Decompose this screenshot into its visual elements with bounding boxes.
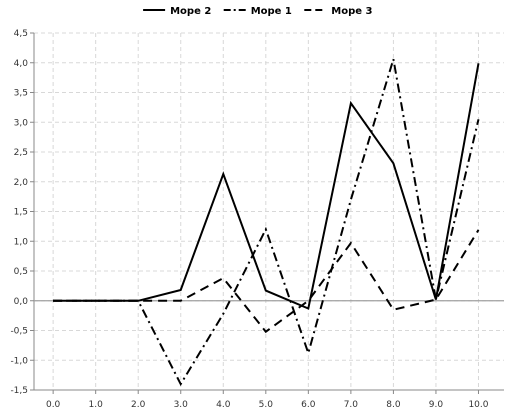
y-tick-label: 2,5 xyxy=(14,148,28,158)
y-tick-label: 4,5 xyxy=(14,29,28,39)
x-tick-label: 2.0 xyxy=(131,400,146,410)
y-tick-label: 0,0 xyxy=(14,297,29,307)
x-tick-label: 0.0 xyxy=(46,400,61,410)
x-tick-label: 6.0 xyxy=(301,400,316,410)
y-tick-label: 1,0 xyxy=(14,237,29,247)
grid xyxy=(34,32,504,391)
y-tick-label: -0,5 xyxy=(10,327,28,337)
x-tick-label: 7.0 xyxy=(344,400,359,410)
x-tick-label: 10.0 xyxy=(468,400,488,410)
y-tick-label: -1,0 xyxy=(10,356,28,366)
y-tick-label: 4,0 xyxy=(14,59,29,69)
y-tick-label: -1,5 xyxy=(10,386,28,396)
series-lines xyxy=(53,58,480,387)
y-tick-label: 2,0 xyxy=(14,178,29,188)
legend: Mope 2 Mope 1 Mope 3 xyxy=(143,6,373,17)
x-tick-label: 3.0 xyxy=(174,400,189,410)
legend-label: Mope 1 xyxy=(251,6,292,17)
y-tick-label: 0,5 xyxy=(14,267,28,277)
legend-item: Mope 1 xyxy=(223,6,292,17)
legend-item: Mope 3 xyxy=(304,6,373,17)
x-tick-label: 8.0 xyxy=(386,400,401,410)
x-tick-label: 1.0 xyxy=(89,400,104,410)
series-line-mope-3 xyxy=(53,229,480,334)
legend-label: Mope 3 xyxy=(331,6,372,17)
legend-label: Mope 2 xyxy=(170,6,211,17)
x-tick-label: 9.0 xyxy=(429,400,444,410)
series-line-mope-1 xyxy=(53,58,480,387)
x-tick-label: 5.0 xyxy=(259,400,274,410)
y-tick-label: 3,5 xyxy=(14,89,28,99)
legend-item: Mope 2 xyxy=(143,6,211,17)
x-tick-label: 4.0 xyxy=(216,400,231,410)
y-tick-label: 3,0 xyxy=(14,118,29,128)
y-tick-label: 1,5 xyxy=(14,208,28,218)
axes: -1,5 -1,0 -0,5 0,0 0,5 1,0 1,5 2,0 2,5 3,0 3,5 4,0 4… xyxy=(10,29,504,410)
